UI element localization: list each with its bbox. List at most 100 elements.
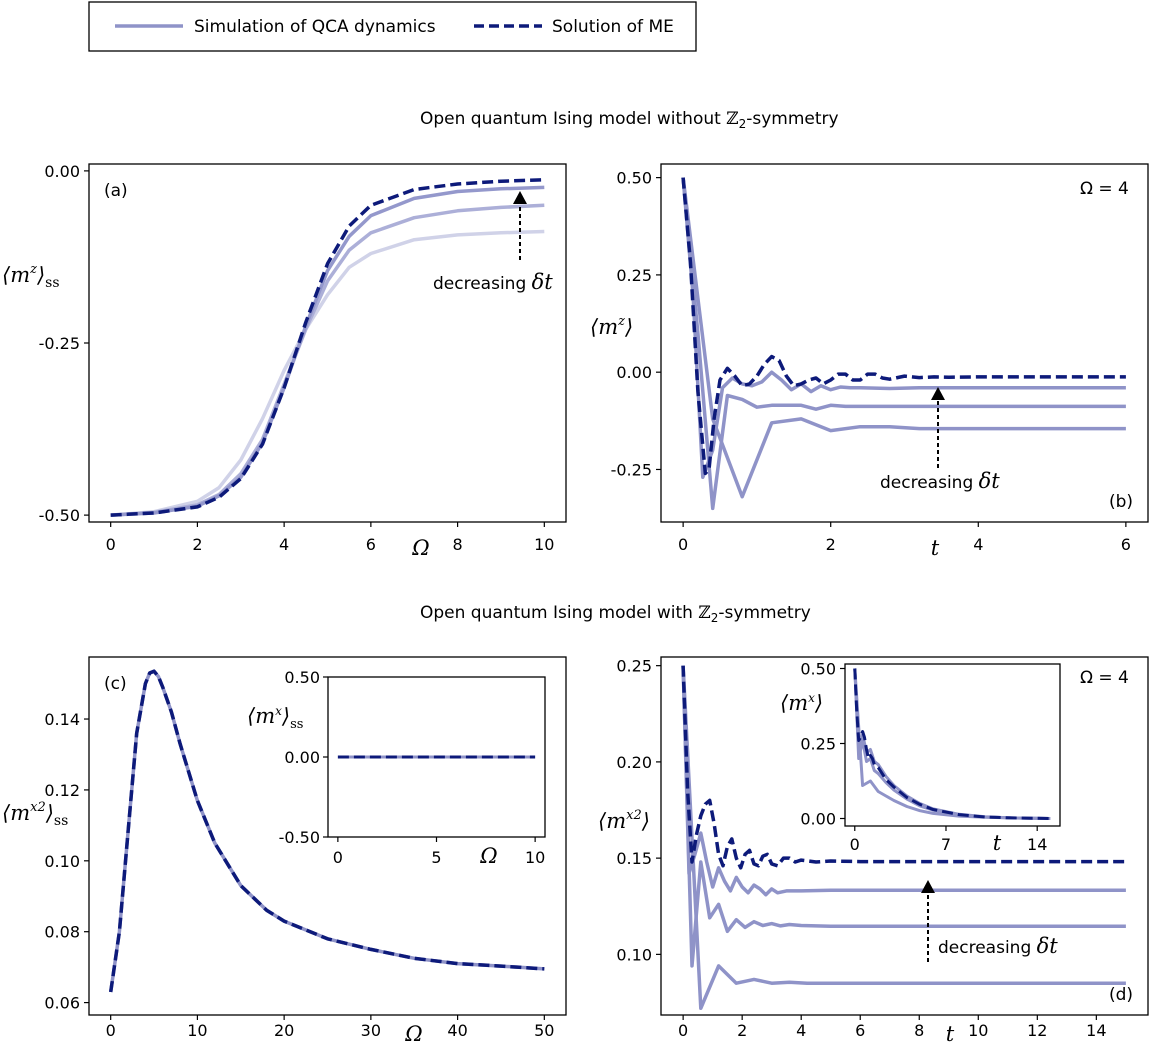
d-xtick-label: 14 xyxy=(1086,1021,1106,1040)
c-inset-xtick-label: 5 xyxy=(431,848,441,867)
d-series-sim-3 xyxy=(681,665,1126,897)
panel-label-c: (c) xyxy=(104,674,127,694)
panel-b: 0 2 4 6 -0.25 0.00 0.25 0.50 t (b) xyxy=(611,163,1149,560)
d-series-me xyxy=(681,665,1126,870)
a-ytick-label: -0.50 xyxy=(39,506,80,525)
d-ytick-label: 0.15 xyxy=(616,849,652,868)
a-xtick-label: 6 xyxy=(366,535,376,554)
arrow-d xyxy=(921,880,935,962)
section-title-top-sub: 2 xyxy=(739,117,747,131)
c-ytick-label: 0.06 xyxy=(44,994,80,1013)
c-inset-ytick-label: 0.50 xyxy=(284,668,320,687)
panel-label-a: (a) xyxy=(104,181,128,201)
section-title-bottom: Open quantum Ising model with ℤ2-symmetr… xyxy=(420,603,811,625)
a-series-sim-2 xyxy=(110,203,545,517)
section-title-bottom-sub: 2 xyxy=(711,611,719,625)
ylabel-d: ⟨mx2⟩ xyxy=(598,808,650,833)
section-title-top-prefix: Open quantum Ising model without xyxy=(420,109,726,129)
panel-a: 0 2 4 6 8 10 -0.50 -0.25 0.00 Ω (a) xyxy=(39,162,567,560)
d-inset-series-me xyxy=(853,668,1051,820)
d-xtick-label: 2 xyxy=(737,1021,747,1040)
a-xtick-label: 8 xyxy=(452,535,462,554)
c-ytick-label: 0.12 xyxy=(44,781,80,800)
ylabel-b: ⟨mz⟩ xyxy=(590,314,633,339)
section-title-top-suffix: -symmetry xyxy=(746,109,838,129)
c-xtick-label: 10 xyxy=(187,1021,207,1040)
panel-label-b: (b) xyxy=(1109,492,1133,512)
panel-c: 0 10 20 30 40 50 0.06 0.08 0.10 0.12 0.14 Ω (c) 0 5 10 -… xyxy=(44,656,567,1042)
b-xtick-label: 4 xyxy=(973,535,983,554)
a-ytick-label: 0.00 xyxy=(44,162,80,181)
d-xtick-label: 4 xyxy=(796,1021,806,1040)
section-title-bottom-suffix: -symmetry xyxy=(718,603,810,623)
a-xlabel: Ω xyxy=(411,536,429,560)
omega-label-b: Ω = 4 xyxy=(1080,179,1129,199)
d-ytick-label: 0.25 xyxy=(616,657,652,676)
d-series-sim-1 xyxy=(681,665,1126,1011)
legend-sim-label: Simulation of QCA dynamics xyxy=(194,17,436,37)
b-series-sim-3 xyxy=(681,177,1126,480)
b-ytick-label: 0.00 xyxy=(616,363,652,382)
b-series-sim-2 xyxy=(681,177,1126,511)
legend-box xyxy=(88,1,697,52)
b-xtick-label: 2 xyxy=(826,535,836,554)
d-xtick-label: 6 xyxy=(855,1021,865,1040)
a-series-sim-3 xyxy=(110,185,545,517)
c-inset-xlabel: Ω xyxy=(479,844,497,868)
b-xtick-label: 0 xyxy=(678,535,688,554)
inset-d-bg xyxy=(845,664,1060,826)
a-ytick-label: -0.25 xyxy=(39,334,80,353)
d-xtick-label: 8 xyxy=(914,1021,924,1040)
c-ytick-label: 0.08 xyxy=(44,923,80,942)
omega-label-d: Ω = 4 xyxy=(1080,668,1129,688)
annotation-d-text: decreasing xyxy=(938,938,1037,958)
c-ytick-label: 0.14 xyxy=(44,710,80,729)
section-title-top-symbol: ℤ xyxy=(726,109,738,129)
legend: Simulation of QCA dynamics Solution of M… xyxy=(88,1,697,52)
d-inset-xtick-label: 0 xyxy=(850,835,860,854)
d-inset-frame xyxy=(844,663,1061,827)
d-inset-ytick-label: 0.00 xyxy=(800,810,836,829)
b-series-sim-1 xyxy=(681,177,1126,499)
c-inset-xtick-label: 0 xyxy=(333,848,343,867)
annotation-d-dt: δt xyxy=(1037,934,1059,958)
a-xtick-label: 2 xyxy=(192,535,202,554)
c-xtick-label: 0 xyxy=(106,1021,116,1040)
ylabel-c: ⟨mx2⟩ss xyxy=(2,800,68,829)
b-ytick-label: 0.50 xyxy=(616,169,652,188)
ylabel-a: ⟨mz⟩ss xyxy=(2,262,60,291)
d-inset-xlabel: t xyxy=(993,831,1002,855)
arrow-b xyxy=(931,387,945,468)
c-xlabel: Ω xyxy=(404,1022,422,1042)
d-inset-ytick-label: 0.25 xyxy=(800,735,836,754)
b-xtick-label: 6 xyxy=(1121,535,1131,554)
d-frame xyxy=(660,656,1149,1016)
c-xtick-label: 50 xyxy=(534,1021,554,1040)
inset-d: 0 7 14 0.00 0.25 0.50 t xyxy=(800,660,1061,855)
c-series-me xyxy=(108,669,545,993)
b-frame xyxy=(660,163,1149,523)
c-xtick-label: 30 xyxy=(361,1021,381,1040)
panel-d: 0 2 4 6 8 10 12 140.100.150.200.25t(d)0 7 140.000… xyxy=(616,656,1149,1042)
annotation-a: decreasing δt xyxy=(433,270,553,294)
annotation-b-text: decreasing xyxy=(880,473,979,493)
annotation-a-text: decreasing xyxy=(433,274,532,294)
a-frame xyxy=(88,163,567,523)
d-inset-xtick-label: 14 xyxy=(1027,835,1047,854)
b-ytick-label: -0.25 xyxy=(611,460,652,479)
panel-label-d: (d) xyxy=(1109,985,1133,1005)
inset-c: 0 5 10 -0.50 0.00 0.50 Ω xyxy=(279,668,546,868)
d-xtick-label: 10 xyxy=(968,1021,988,1040)
c-xtick-label: 40 xyxy=(447,1021,467,1040)
c-inset-ytick-label: -0.50 xyxy=(279,828,320,847)
d-ytick-label: 0.20 xyxy=(616,753,652,772)
section-title-bottom-prefix: Open quantum Ising model with xyxy=(420,603,698,623)
d-ytick-label: 0.10 xyxy=(616,945,652,964)
a-xtick-label: 4 xyxy=(279,535,289,554)
annotation-d: decreasing δt xyxy=(938,934,1058,958)
d-xlabel: t xyxy=(946,1022,955,1042)
a-series-me xyxy=(110,178,545,517)
c-frame xyxy=(88,656,567,1016)
annotation-a-dt: δt xyxy=(532,270,554,294)
